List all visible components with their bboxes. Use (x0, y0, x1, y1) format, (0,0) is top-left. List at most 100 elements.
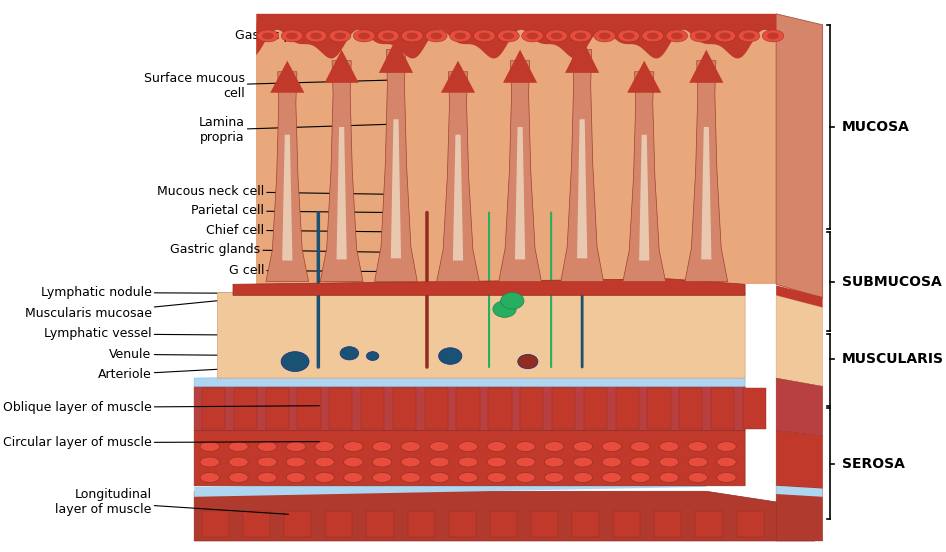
Ellipse shape (502, 33, 515, 39)
Polygon shape (194, 491, 815, 541)
Polygon shape (256, 14, 776, 59)
Ellipse shape (353, 30, 375, 42)
Polygon shape (243, 511, 271, 537)
Text: Parietal cell: Parietal cell (191, 204, 389, 217)
Polygon shape (743, 388, 766, 429)
Polygon shape (577, 119, 587, 258)
Text: Circular layer of muscle: Circular layer of muscle (3, 436, 320, 449)
Text: Gastric pits: Gastric pits (236, 23, 405, 43)
Ellipse shape (343, 442, 363, 452)
Polygon shape (218, 282, 745, 378)
Ellipse shape (334, 33, 346, 39)
Polygon shape (488, 388, 512, 429)
Ellipse shape (286, 457, 306, 467)
Ellipse shape (257, 442, 277, 452)
Ellipse shape (516, 457, 535, 467)
Polygon shape (266, 388, 289, 429)
Polygon shape (321, 61, 363, 282)
Ellipse shape (659, 457, 678, 467)
Ellipse shape (430, 33, 442, 39)
Ellipse shape (257, 457, 277, 467)
Circle shape (281, 352, 309, 371)
Ellipse shape (257, 473, 277, 482)
Ellipse shape (429, 442, 449, 452)
Ellipse shape (551, 33, 562, 39)
Text: MUSCULARIS: MUSCULARIS (842, 352, 944, 366)
Polygon shape (448, 511, 476, 537)
Ellipse shape (717, 442, 736, 452)
Ellipse shape (516, 442, 535, 452)
Polygon shape (776, 431, 823, 489)
Ellipse shape (546, 30, 568, 42)
Ellipse shape (286, 442, 306, 452)
Polygon shape (616, 388, 639, 429)
Polygon shape (453, 135, 464, 261)
Polygon shape (194, 373, 745, 386)
Ellipse shape (690, 30, 711, 42)
Polygon shape (776, 285, 823, 307)
Polygon shape (441, 61, 475, 93)
Polygon shape (639, 135, 649, 261)
Text: Venule: Venule (110, 348, 307, 361)
Polygon shape (361, 388, 384, 429)
Polygon shape (613, 511, 640, 537)
Ellipse shape (479, 33, 490, 39)
Text: MUCOSA: MUCOSA (842, 120, 910, 134)
Ellipse shape (449, 30, 471, 42)
Polygon shape (776, 378, 823, 436)
Ellipse shape (498, 30, 519, 42)
Polygon shape (737, 511, 763, 537)
Ellipse shape (575, 33, 587, 39)
Ellipse shape (359, 33, 370, 39)
Ellipse shape (229, 442, 248, 452)
Polygon shape (194, 420, 745, 486)
Polygon shape (655, 511, 681, 537)
Ellipse shape (306, 30, 327, 42)
Polygon shape (647, 388, 671, 429)
Polygon shape (627, 61, 661, 93)
Ellipse shape (573, 473, 592, 482)
Circle shape (517, 354, 538, 369)
Ellipse shape (329, 30, 351, 42)
Ellipse shape (229, 457, 248, 467)
Ellipse shape (315, 473, 334, 482)
Polygon shape (201, 511, 229, 537)
Text: SUBMUCOSA: SUBMUCOSA (842, 274, 942, 289)
Ellipse shape (459, 457, 478, 467)
Circle shape (500, 293, 524, 309)
Ellipse shape (618, 30, 639, 42)
Text: Oblique layer of muscle: Oblique layer of muscle (3, 401, 320, 414)
Circle shape (366, 352, 378, 360)
Ellipse shape (695, 33, 707, 39)
Ellipse shape (459, 473, 478, 482)
Polygon shape (695, 511, 723, 537)
Polygon shape (565, 39, 599, 73)
Ellipse shape (521, 30, 543, 42)
Ellipse shape (382, 33, 394, 39)
Ellipse shape (343, 457, 363, 467)
Ellipse shape (631, 442, 650, 452)
Text: Longitudinal
layer of muscle: Longitudinal layer of muscle (55, 489, 289, 516)
Ellipse shape (315, 457, 334, 467)
Ellipse shape (459, 442, 478, 452)
Polygon shape (201, 388, 225, 429)
Ellipse shape (200, 442, 219, 452)
Ellipse shape (545, 442, 564, 452)
Ellipse shape (642, 30, 664, 42)
Ellipse shape (401, 30, 423, 42)
Polygon shape (490, 511, 517, 537)
Polygon shape (503, 50, 537, 83)
Polygon shape (393, 388, 416, 429)
Circle shape (439, 348, 462, 364)
Ellipse shape (257, 30, 279, 42)
Ellipse shape (631, 457, 650, 467)
Polygon shape (520, 388, 543, 429)
Ellipse shape (454, 33, 466, 39)
Polygon shape (284, 511, 311, 537)
Polygon shape (234, 388, 257, 429)
Polygon shape (776, 14, 823, 298)
Polygon shape (408, 511, 435, 537)
Polygon shape (391, 119, 401, 258)
Text: Mucous neck cell: Mucous neck cell (157, 185, 389, 198)
Ellipse shape (762, 30, 784, 42)
